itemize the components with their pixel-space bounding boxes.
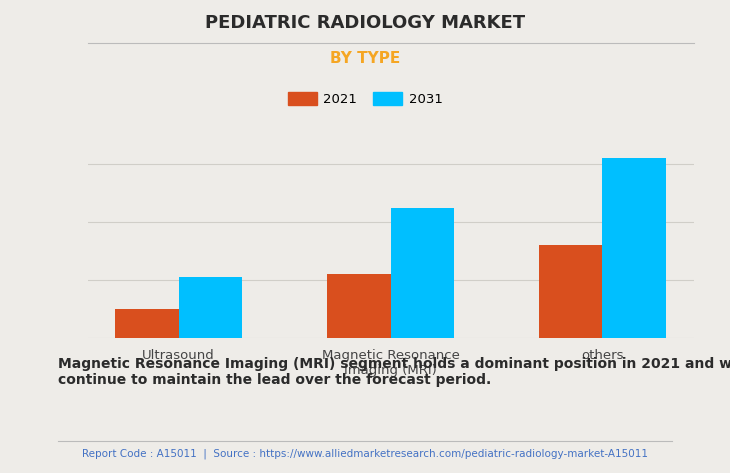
Bar (539, 245, 602, 338)
Text: PEDIATRIC RADIOLOGY MARKET: PEDIATRIC RADIOLOGY MARKET (205, 14, 525, 32)
Text: Report Code : A15011  |  Source : https://www.alliedmarketresearch.com/pediatric: Report Code : A15011 | Source : https://… (82, 448, 648, 459)
Text: BY TYPE: BY TYPE (330, 51, 400, 66)
Text: Magnetic Resonance Imaging (MRI) segment holds a dominant position in 2021 and w: Magnetic Resonance Imaging (MRI) segment… (58, 357, 730, 387)
Legend: 2021, 2031: 2021, 2031 (283, 87, 447, 111)
Bar (179, 277, 242, 338)
Bar (391, 208, 454, 338)
Bar (327, 274, 391, 338)
Bar (602, 158, 666, 338)
Bar (115, 309, 179, 338)
